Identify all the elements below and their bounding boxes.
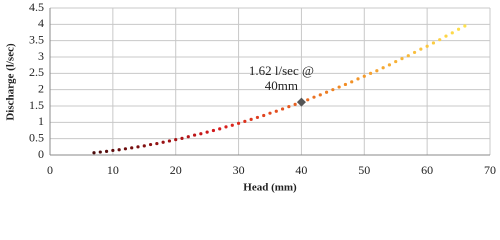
point xyxy=(224,125,228,129)
point xyxy=(400,57,404,61)
point xyxy=(362,74,366,78)
y-tick-label: 3 xyxy=(38,49,44,63)
point xyxy=(343,82,348,87)
point xyxy=(394,59,398,64)
point xyxy=(155,141,159,146)
point xyxy=(450,31,454,35)
point xyxy=(148,142,153,147)
point xyxy=(111,148,115,153)
point xyxy=(312,95,316,99)
point xyxy=(161,140,165,144)
x-tick-label: 20 xyxy=(170,163,182,177)
point xyxy=(117,148,121,152)
point xyxy=(230,123,234,127)
point xyxy=(350,80,354,84)
y-tick-label: 2 xyxy=(38,81,44,95)
point xyxy=(262,113,266,118)
point xyxy=(406,54,410,58)
y-tick-label: 0 xyxy=(38,147,44,161)
point xyxy=(255,115,260,120)
x-tick-label: 50 xyxy=(358,163,370,177)
y-tick-label: 0.5 xyxy=(29,130,44,144)
point xyxy=(205,130,209,134)
point xyxy=(236,121,241,125)
point xyxy=(293,102,297,106)
point xyxy=(356,77,360,81)
point xyxy=(337,85,341,89)
chart: Head (mm) Discharge (l/sec) 0 0.5 1 1.5 2 2.5… xyxy=(5,0,496,194)
point xyxy=(438,38,442,42)
annotation-marker xyxy=(296,97,306,107)
point xyxy=(104,149,109,154)
point xyxy=(199,132,203,136)
annotation-text: 1.62 l/sec @ xyxy=(249,63,314,78)
point xyxy=(368,71,373,75)
y-tick-label: 1 xyxy=(38,114,44,128)
x-tick-label: 60 xyxy=(421,163,433,177)
x-tick-label: 40 xyxy=(295,163,307,177)
y-tick-label: 1.5 xyxy=(29,98,44,112)
point xyxy=(425,44,429,48)
point xyxy=(444,34,448,38)
point xyxy=(98,150,102,154)
y-tick-label: 4 xyxy=(38,16,44,30)
point xyxy=(174,138,178,142)
point xyxy=(186,135,190,139)
point xyxy=(287,105,291,109)
point xyxy=(280,107,285,111)
point xyxy=(142,144,146,148)
point xyxy=(387,63,392,67)
point xyxy=(123,147,128,151)
point xyxy=(419,47,423,51)
point xyxy=(274,109,278,113)
point xyxy=(92,151,96,155)
point xyxy=(218,127,222,131)
x-tick-label: 0 xyxy=(47,163,53,177)
y-tick-label: 4.5 xyxy=(29,0,44,14)
point xyxy=(243,119,247,123)
y-tick-label: 2.5 xyxy=(29,65,44,79)
point xyxy=(331,88,335,92)
point xyxy=(412,50,417,55)
point xyxy=(192,133,197,137)
point xyxy=(456,27,461,31)
page: Head (mm) Discharge (l/sec) 0 0.5 1 1.5 2 2.5… xyxy=(4,0,496,194)
point xyxy=(431,41,436,45)
annotation-text: 40mm xyxy=(265,78,298,93)
point xyxy=(211,128,216,133)
point xyxy=(268,111,272,115)
point xyxy=(136,145,140,149)
point xyxy=(463,24,467,28)
point xyxy=(130,146,134,150)
x-tick-label: 30 xyxy=(233,163,245,177)
x-tick-label: 70 xyxy=(484,163,496,177)
x-tick-label: 10 xyxy=(107,163,119,177)
x-axis-label: Head (mm) xyxy=(243,182,297,194)
y-tick-label: 3.5 xyxy=(29,32,44,46)
y-axis-label: Discharge (l/sec) xyxy=(5,43,17,121)
point xyxy=(381,66,385,70)
point xyxy=(249,117,253,121)
point xyxy=(324,90,329,94)
point xyxy=(180,136,184,140)
point xyxy=(306,98,310,102)
point xyxy=(167,139,172,143)
point xyxy=(318,93,322,97)
point xyxy=(375,69,379,73)
